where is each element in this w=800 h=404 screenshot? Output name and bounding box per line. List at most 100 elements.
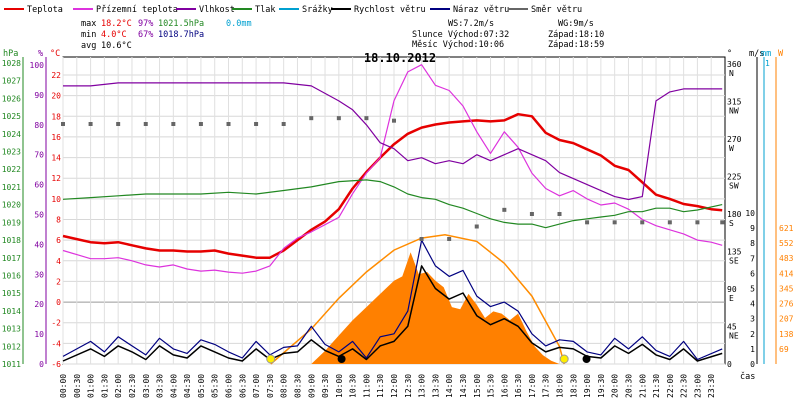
- chart-title: 18.10.2012: [364, 51, 436, 65]
- celsius-tick-14: -6: [51, 360, 61, 369]
- percent-tick-6: 40: [34, 240, 44, 249]
- avg-temp: 10.6°C: [101, 41, 132, 51]
- celsius-tick-1: 20: [51, 92, 61, 101]
- legend-item-srazky: Srážky: [302, 5, 333, 15]
- x-tick-34: 17:00: [528, 374, 537, 398]
- x-tick-10: 05:00: [197, 374, 206, 398]
- x-tick-32: 16:00: [500, 374, 509, 398]
- percent-tick-9: 10: [34, 330, 44, 339]
- wind-direction-point: [88, 122, 93, 126]
- x-tick-12: 06:00: [225, 374, 234, 398]
- hpa-tick-7: 1021: [2, 183, 21, 192]
- legend-item-vlhkost: Vlhkost: [199, 5, 235, 15]
- x-tick-0: 00:00: [59, 374, 68, 398]
- w-tick-1: 552: [779, 239, 794, 248]
- x-tick-43: 21:30: [652, 374, 661, 398]
- wind-direction-point: [61, 122, 65, 126]
- x-tick-19: 09:30: [321, 374, 330, 398]
- x-tick-39: 19:30: [597, 374, 606, 398]
- percent-tick-7: 30: [34, 270, 44, 279]
- max-hum: 97%: [138, 19, 153, 29]
- legend-item-smer: Směr větru: [531, 5, 582, 15]
- wind-direction-point: [419, 237, 424, 241]
- x-tick-23: 11:30: [376, 374, 385, 398]
- x-tick-38: 19:00: [583, 374, 592, 398]
- wind-direction-point: [612, 220, 617, 225]
- degrees-tick-1: 315: [727, 98, 742, 107]
- series-naraz: [62, 239, 723, 361]
- grid: [62, 57, 725, 365]
- celsius-tick-9: 4: [56, 257, 61, 266]
- degrees-tick-4: 180: [727, 210, 742, 219]
- x-axis: 00:00 00:30 01:00 01:30 02:00 02:30 03:00 03:30…: [59, 374, 716, 398]
- ms-tick-3: 7: [750, 254, 755, 263]
- percent-tick-0: 100: [30, 61, 45, 70]
- series-prizemni: [62, 64, 723, 274]
- w-tick-5: 276: [779, 300, 794, 309]
- min-hum: 67%: [138, 30, 153, 40]
- hpa-axis-label: hPa: [3, 49, 18, 59]
- avg-label: avg: [81, 41, 96, 51]
- moonset-marker: [582, 355, 591, 363]
- celsius-tick-12: -2: [51, 319, 61, 328]
- wind-direction-point: [585, 220, 590, 225]
- celsius-tick-6: 10: [51, 195, 61, 204]
- percent-tick-10: 0: [39, 360, 44, 369]
- ms-tick-4: 6: [750, 269, 755, 278]
- w-tick-4: 345: [779, 284, 794, 293]
- wind-direction-point: [502, 207, 507, 212]
- w-tick-0: 621: [779, 224, 794, 233]
- wind-direction-point: [116, 122, 121, 126]
- direction-label-0: N: [729, 69, 734, 78]
- x-tick-14: 07:00: [252, 374, 261, 398]
- wind-direction-point: [529, 212, 534, 216]
- direction-label-2: W: [729, 144, 734, 153]
- min-temp: 4.0°C: [101, 30, 127, 40]
- x-tick-47: 23:30: [707, 374, 716, 398]
- x-tick-11: 05:30: [211, 374, 220, 398]
- x-tick-30: 15:00: [473, 374, 482, 398]
- x-tick-40: 20:00: [611, 374, 620, 398]
- sun-times: Slunce Východ:07:32: [412, 30, 509, 40]
- celsius-axis-label: °C: [50, 49, 60, 59]
- celsius-tick-2: 18: [51, 112, 61, 121]
- ms-tick-5: 5: [750, 285, 755, 294]
- right-axes: °360N315NW270W225SW180S135SE90E45NE0m/s1…: [727, 49, 794, 369]
- x-tick-41: 20:30: [624, 374, 633, 398]
- max-press: 1021.5hPa: [158, 19, 204, 29]
- ms-tick-6: 4: [750, 300, 755, 309]
- wind-direction-point: [474, 224, 479, 229]
- sunrise-marker: [266, 354, 276, 364]
- moonrise-marker: [337, 355, 346, 363]
- legend-item-naraz: Náraz větru: [453, 5, 509, 15]
- wind-direction-point: [447, 237, 452, 241]
- hpa-tick-14: 1014: [2, 307, 21, 316]
- sun-set-time: Západ:18:10: [548, 30, 604, 40]
- x-tick-35: 17:30: [542, 374, 551, 398]
- w-tick-3: 414: [779, 269, 794, 278]
- legend-item-tlak: Tlak: [255, 5, 275, 15]
- x-tick-16: 08:00: [280, 374, 289, 398]
- wind-direction-point: [720, 220, 725, 225]
- min-press: 1018.7hPa: [158, 30, 204, 40]
- wind-direction-point: [640, 220, 645, 225]
- x-tick-33: 16:30: [514, 374, 523, 398]
- wind-direction-point: [254, 122, 259, 126]
- series-teplota: [62, 112, 723, 259]
- percent-axis-label: %: [38, 49, 43, 59]
- hpa-tick-2: 1026: [2, 94, 21, 103]
- degrees-tick-5: 135: [727, 248, 742, 257]
- hpa-tick-9: 1019: [2, 218, 21, 227]
- x-tick-3: 01:30: [100, 374, 109, 398]
- degrees-tick-0: 360: [727, 60, 742, 69]
- degrees-tick-2: 270: [727, 135, 742, 144]
- wg-value: WG:9m/s: [558, 19, 594, 29]
- wind-direction-point: [336, 116, 341, 121]
- legend-item-prizemni: Přízemní teplota: [96, 5, 178, 15]
- wind-direction-point: [281, 122, 286, 126]
- celsius-tick-4: 14: [51, 154, 61, 163]
- hpa-tick-4: 1024: [2, 130, 21, 139]
- x-tick-36: 18:00: [556, 374, 565, 398]
- celsius-tick-5: 12: [51, 174, 61, 183]
